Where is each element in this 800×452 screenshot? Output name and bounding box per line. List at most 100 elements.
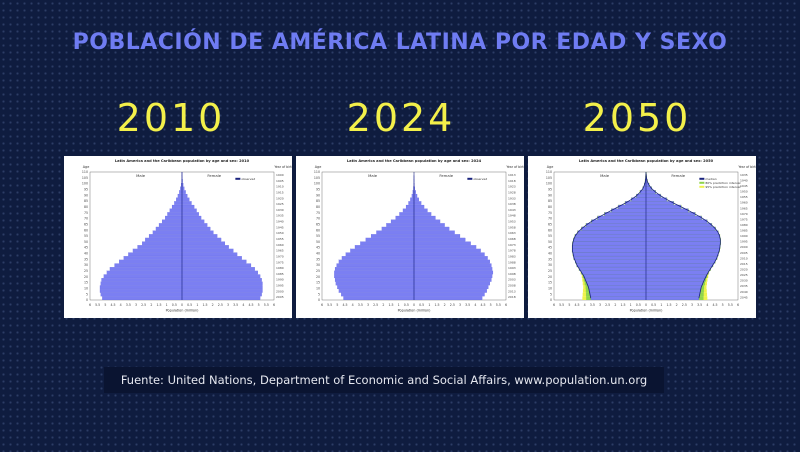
pyramid-bar-female — [181, 186, 185, 191]
age-tick-label: 55 — [316, 234, 320, 238]
birth-year-tick-label: 1990 — [740, 234, 748, 238]
pyramid-svg-2050: Latin America and the Caribbean populati… — [546, 159, 756, 313]
pyramid-bar-male — [405, 204, 415, 209]
age-tick-label: 5 — [550, 292, 552, 296]
legend-swatch — [235, 177, 241, 180]
x-tick-label: 3 — [227, 303, 229, 307]
pyramid-bar-male — [591, 219, 647, 224]
pyramid-bar-female — [413, 289, 487, 293]
pyramid-bar-female — [413, 259, 490, 264]
birth-year-tick-label: 1988 — [508, 260, 516, 264]
pyramid-bar-male — [128, 252, 183, 257]
age-tick-label: 65 — [316, 222, 320, 226]
birth-year-tick-label: 1945 — [276, 225, 284, 229]
pyramid-bar-male — [155, 226, 183, 231]
legend-label: 80% prediction interval — [705, 181, 740, 185]
pyramid-bar-male — [123, 256, 183, 260]
birth-year-tick-label: 1980 — [276, 266, 284, 270]
birth-year-tick-label: 1985 — [276, 272, 284, 276]
legend-swatch — [699, 177, 705, 180]
age-tick-label: 45 — [316, 246, 320, 250]
pyramid-bar-male — [336, 263, 415, 268]
pyramid-bar-female — [181, 281, 263, 286]
birth-year-tick-label: 1920 — [276, 196, 284, 200]
age-tick-label: 110 — [546, 170, 552, 174]
pyramid-bar-female — [181, 208, 197, 213]
pyramid-bar-male — [577, 230, 647, 235]
x-tick-label: 1.5 — [156, 303, 161, 307]
pyramid-bar-female — [181, 289, 263, 293]
x-tick-label: 5.5 — [95, 303, 100, 307]
pyramid-bar-female — [413, 212, 432, 216]
pyramid-bar-male — [411, 193, 415, 198]
pyramid-bar-female — [181, 256, 242, 260]
x-tick-label: 3 — [599, 303, 601, 307]
age-tick-label: 10 — [84, 286, 88, 290]
age-tick-label: 30 — [316, 263, 320, 267]
birth-year-tick-label: 1913 — [508, 173, 516, 177]
birth-year-tick-label: 1928 — [508, 190, 516, 194]
pyramid-bar-male — [588, 285, 647, 290]
chart-title: Latin America and the Caribbean populati… — [115, 159, 250, 163]
pyramid-bar-male — [174, 201, 183, 205]
x-tick-label: 2 — [150, 303, 152, 307]
x-tick-label: 3.5 — [233, 303, 238, 307]
legend-label: 95% prediction interval — [705, 185, 740, 189]
pyramid-svg-2024: Latin America and the Caribbean populati… — [314, 159, 524, 313]
age-tick-label: 70 — [84, 217, 88, 221]
pyramid-bar-female — [181, 274, 261, 279]
x-tick-label: 0.5 — [187, 303, 192, 307]
pyramid-bar-male — [589, 289, 647, 293]
x-tick-label: 5 — [104, 303, 106, 307]
age-tick-label: 15 — [316, 281, 320, 285]
age-tick-label: 95 — [548, 188, 552, 192]
birth-year-tick-label: 2030 — [740, 279, 748, 283]
x-tick-label: 4 — [120, 303, 122, 307]
birth-year-tick-label: 1975 — [276, 260, 284, 264]
age-tick-label: 80 — [316, 205, 320, 209]
birth-year-tick-label: 1953 — [508, 220, 516, 224]
pyramid-bar-female — [645, 278, 705, 282]
pyramid-bar-female — [413, 201, 422, 205]
pyramid-bar-female — [181, 201, 192, 205]
x-tick-label: 0.5 — [404, 303, 409, 307]
birth-year-tick-label: 2040 — [740, 290, 748, 294]
pyramid-bar-male — [148, 234, 183, 238]
x-tick-label: 4 — [242, 303, 244, 307]
age-tick-label: 90 — [84, 193, 88, 197]
pyramid-bar-female — [645, 223, 712, 227]
birth-year-tick-label: 1950 — [276, 231, 284, 235]
y2-axis-label: Year of birth — [506, 165, 524, 169]
pyramid-bar-male — [618, 204, 647, 209]
pyramid-bar-male — [177, 193, 183, 198]
birth-year-tick-label: 1910 — [276, 185, 284, 189]
birth-year-tick-label: 1943 — [508, 208, 516, 212]
birth-year-tick-label: 1940 — [276, 220, 284, 224]
age-tick-label: 80 — [548, 205, 552, 209]
pyramid-bar-female — [413, 292, 485, 297]
age-tick-label: 60 — [84, 228, 88, 232]
x-axis-label: Population (million) — [630, 309, 664, 313]
y2-axis-label: Year of birth — [274, 165, 292, 169]
pyramid-bar-female — [645, 219, 708, 224]
pyramid-bar-male — [381, 226, 415, 231]
pyramid-bar-male — [573, 256, 647, 260]
age-tick-label: 40 — [84, 252, 88, 256]
x-tick-label: 4 — [584, 303, 586, 307]
age-tick-label: 70 — [316, 217, 320, 221]
birth-year-tick-label: 1918 — [508, 179, 516, 183]
age-tick-label: 40 — [316, 252, 320, 256]
age-tick-label: 105 — [314, 176, 320, 180]
pyramid-bar-female — [413, 193, 418, 198]
page-title: POBLACIÓN DE AMÉRICA LATINA POR EDAD Y S… — [72, 30, 728, 55]
age-tick-label: 25 — [316, 269, 320, 273]
pyramid-bar-male — [142, 241, 183, 246]
pyramid-bar-male — [354, 245, 415, 249]
x-tick-label: 4.5 — [342, 303, 347, 307]
pyramid-bar-male — [106, 270, 183, 275]
pyramid-bar-male — [100, 281, 183, 286]
age-tick-label: 10 — [548, 286, 552, 290]
x-tick-label: 3 — [691, 303, 693, 307]
age-tick-label: 100 — [314, 182, 320, 186]
x-tick-label: 2.5 — [450, 303, 455, 307]
